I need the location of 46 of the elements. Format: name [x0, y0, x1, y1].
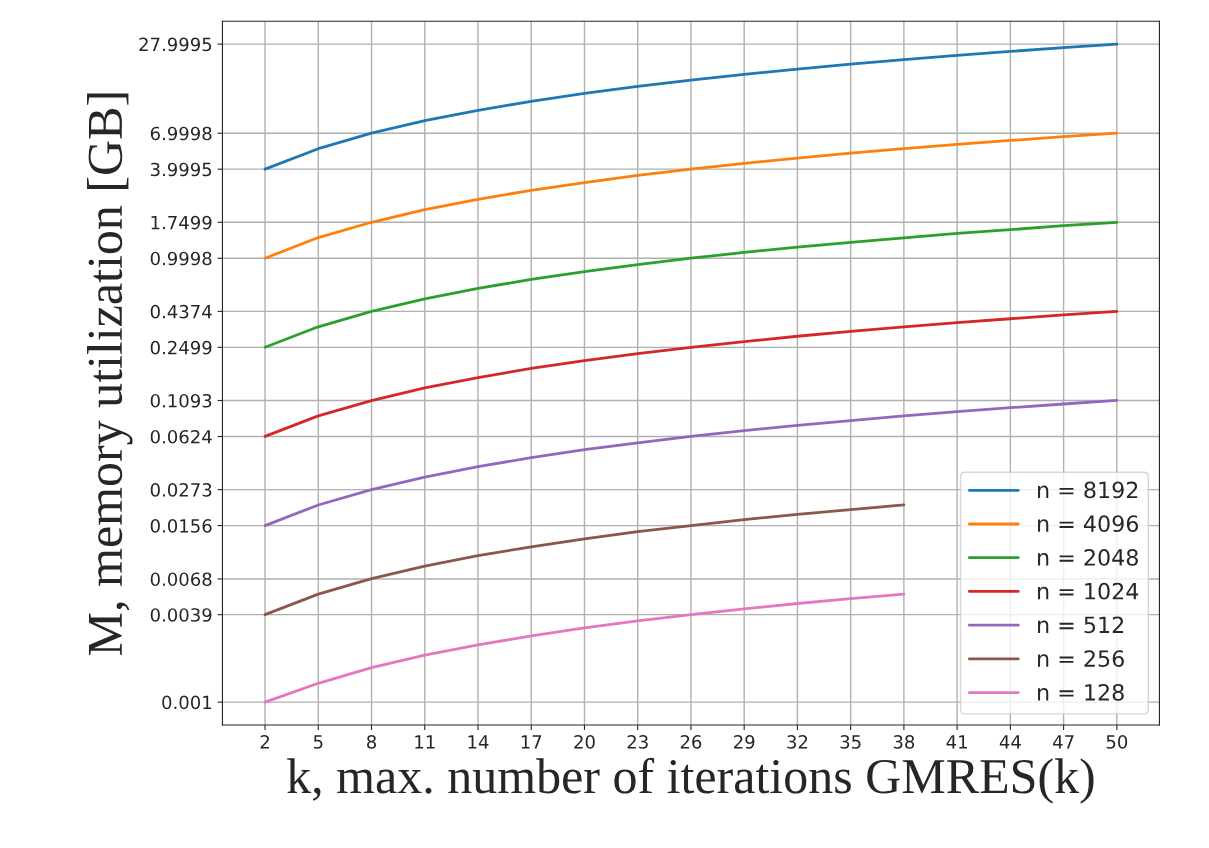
x-tick-label: 41 — [946, 735, 967, 749]
legend-label: n = 1024 — [1038, 582, 1139, 600]
y-tick-label: 0.001 — [162, 695, 212, 710]
x-tick-label: 2 — [260, 735, 269, 749]
y-tick-label: 0.9998 — [150, 251, 212, 266]
y-tick-label: 0.1093 — [150, 393, 212, 408]
x-tick-label: 11 — [415, 735, 435, 749]
x-tick-label: 5 — [313, 735, 323, 749]
x-tick-label: 29 — [734, 735, 755, 749]
x-axis-title: k, max. number of iterations GMRES(k) — [287, 757, 1094, 804]
x-tick-label: 20 — [574, 735, 595, 749]
line-series — [263, 42, 1119, 171]
x-tick-label: 26 — [680, 735, 702, 749]
y-tick-label: 27.9995 — [139, 37, 212, 52]
y-tick-label: 0.0624 — [150, 429, 212, 444]
y-tick-label: 0.0068 — [150, 572, 212, 587]
y-tick-label: 0.0156 — [150, 519, 212, 533]
legend-label: n = 4096 — [1038, 515, 1139, 533]
y-tick-label: 0.2499 — [150, 340, 212, 355]
x-tick-label: 50 — [1106, 735, 1128, 749]
x-tick-label: 14 — [468, 735, 489, 749]
line-series — [263, 309, 1119, 438]
x-tick-label: 44 — [999, 735, 1021, 749]
x-tick-label: 47 — [1053, 735, 1074, 749]
line-series — [263, 220, 1119, 349]
x-tick-label: 38 — [893, 735, 915, 749]
legend-label: n = 2048 — [1038, 549, 1138, 566]
x-tick-label: 32 — [787, 735, 808, 749]
x-tick-label: 23 — [627, 735, 648, 749]
y-tick-label: 0.0273 — [150, 483, 212, 497]
x-tick-label: 8 — [367, 735, 377, 749]
x-tick-label: 35 — [840, 735, 861, 749]
line-series — [263, 503, 906, 617]
legend-label: n = 8192 — [1038, 481, 1138, 499]
y-tick-label: 3.9995 — [150, 162, 212, 177]
line-series — [263, 592, 906, 704]
y-axis-title: M, memory utilization [GB] — [87, 93, 133, 655]
legend-label: n = 512 — [1038, 616, 1124, 634]
y-tick-label: 0.4374 — [150, 304, 212, 319]
y-tick-label: 1.7499 — [151, 215, 212, 230]
line-series — [263, 131, 1119, 260]
legend-label: n = 256 — [1038, 650, 1124, 668]
legend-label: n = 128 — [1038, 683, 1124, 701]
y-tick-label: 0.0039 — [150, 608, 212, 622]
y-tick-label: 6.9998 — [150, 126, 212, 141]
x-tick-label: 17 — [521, 735, 542, 749]
